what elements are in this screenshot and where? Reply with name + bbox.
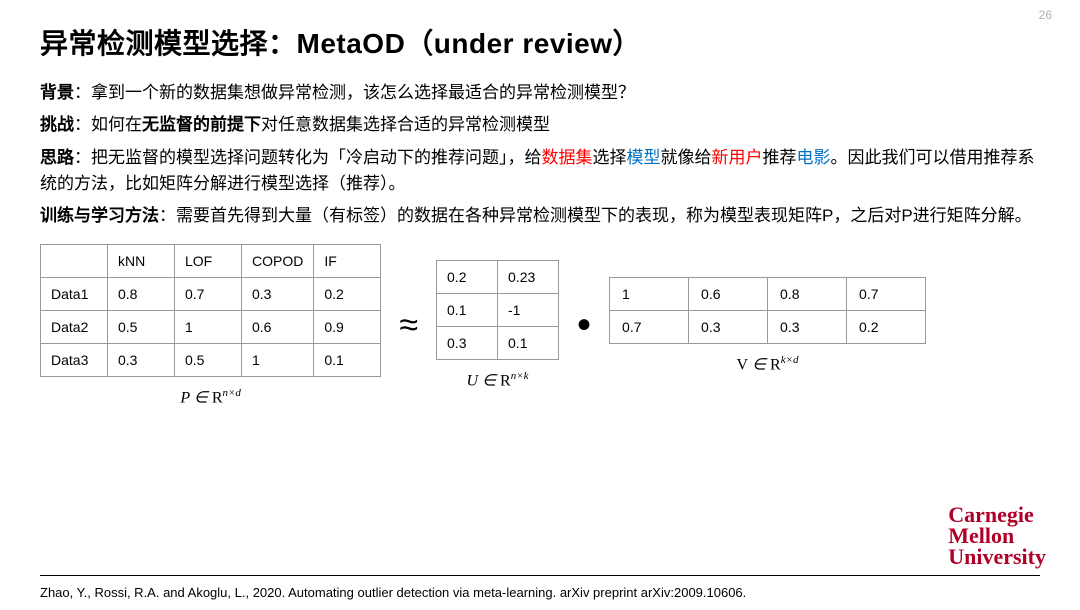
matrix-v-group: 1 0.6 0.8 0.7 0.7 0.3 0.3 0.2 V ∈ Rk×d <box>609 277 926 374</box>
slide-title: 异常检测模型选择：MetaOD（under review） <box>40 22 1040 62</box>
table-row: 0.7 0.3 0.3 0.2 <box>610 310 926 343</box>
cell: 0.9 <box>314 310 381 343</box>
table-row: 0.2 0.23 <box>437 261 559 294</box>
cell: 0.3 <box>242 277 314 310</box>
challenge-label: 挑战 <box>40 115 74 134</box>
cell: 0.8 <box>108 277 175 310</box>
cell: 1 <box>175 310 242 343</box>
divider <box>40 575 1040 576</box>
idea-line: 思路：把无监督的模型选择问题转化为「冷启动下的推荐问题」，给数据集选择模型就像给… <box>40 145 1040 198</box>
cap-var: P <box>180 389 189 406</box>
cell: COPOD <box>242 244 314 277</box>
matrix-u-group: 0.2 0.23 0.1 -1 0.3 0.1 U ∈ Rn×k <box>436 260 559 390</box>
matrix-p-group: kNN LOF COPOD IF Data1 0.8 0.7 0.3 0.2 D… <box>40 244 381 407</box>
idea-mid-3: 推荐 <box>763 148 797 167</box>
table-row: 0.3 0.1 <box>437 327 559 360</box>
challenge-line: 挑战：如何在无监督的前提下对任意数据集选择合适的异常检测模型 <box>40 112 1040 138</box>
idea-red-1: 数据集 <box>542 148 593 167</box>
cmu-logo: Carnegie Mellon University <box>948 505 1046 568</box>
challenge-post: 对任意数据集选择合适的异常检测模型 <box>261 115 550 134</box>
body-text: 背景：拿到一个新的数据集想做异常检测，该怎么选择最适合的异常检测模型？ 挑战：如… <box>40 80 1040 230</box>
matrix-v: 1 0.6 0.8 0.7 0.7 0.3 0.3 0.2 <box>609 277 926 344</box>
table-row: 0.1 -1 <box>437 294 559 327</box>
cell: 0.2 <box>437 261 498 294</box>
cell: LOF <box>175 244 242 277</box>
training-line: 训练与学习方法：需要首先得到大量（有标签）的数据在各种异常检测模型下的表现，称为… <box>40 203 1040 229</box>
cell: 0.1 <box>498 327 559 360</box>
challenge-bold: 无监督的前提下 <box>142 115 261 134</box>
cell: 1 <box>610 277 689 310</box>
cell: 0.3 <box>689 310 768 343</box>
cell: 0.7 <box>847 277 926 310</box>
cell <box>41 244 108 277</box>
background-text: ：拿到一个新的数据集想做异常检测，该怎么选择最适合的异常检测模型？ <box>74 83 635 102</box>
matrix-u-caption: U ∈ Rn×k <box>467 370 529 390</box>
cell: Data3 <box>41 343 108 376</box>
cell: 0.6 <box>242 310 314 343</box>
table-row: Data3 0.3 0.5 1 0.1 <box>41 343 381 376</box>
cap-var: V <box>737 356 749 373</box>
matrix-p-caption: P ∈ Rn×d <box>180 387 241 407</box>
table-row: 1 0.6 0.8 0.7 <box>610 277 926 310</box>
table-row: Data1 0.8 0.7 0.3 0.2 <box>41 277 381 310</box>
cell: 1 <box>242 343 314 376</box>
approx-symbol: ≈ <box>399 306 418 345</box>
cell: Data2 <box>41 310 108 343</box>
cell: kNN <box>108 244 175 277</box>
cap-sup: n×d <box>223 387 241 399</box>
page-number: 26 <box>1039 8 1052 22</box>
cell: 0.23 <box>498 261 559 294</box>
citation: Zhao, Y., Rossi, R.A. and Akoglu, L., 20… <box>40 585 746 600</box>
matrix-p: kNN LOF COPOD IF Data1 0.8 0.7 0.3 0.2 D… <box>40 244 381 377</box>
idea-blue-2: 电影 <box>797 148 831 167</box>
cell: 0.3 <box>768 310 847 343</box>
logo-line-3: University <box>948 547 1046 568</box>
cap-var: U <box>467 373 479 390</box>
cell: 0.1 <box>437 294 498 327</box>
table-row: kNN LOF COPOD IF <box>41 244 381 277</box>
background-line: 背景：拿到一个新的数据集想做异常检测，该怎么选择最适合的异常检测模型？ <box>40 80 1040 106</box>
idea-mid-1: 选择 <box>593 148 627 167</box>
equation-area: kNN LOF COPOD IF Data1 0.8 0.7 0.3 0.2 D… <box>40 244 1040 407</box>
cap-sup: k×d <box>781 354 799 366</box>
idea-mid-2: 就像给 <box>661 148 712 167</box>
training-text: ：需要首先得到大量（有标签）的数据在各种异常检测模型下的表现，称为模型表现矩阵P… <box>159 206 1032 225</box>
matrix-u: 0.2 0.23 0.1 -1 0.3 0.1 <box>436 260 559 360</box>
table-row: Data2 0.5 1 0.6 0.9 <box>41 310 381 343</box>
background-label: 背景 <box>40 83 74 102</box>
cell: 0.7 <box>610 310 689 343</box>
challenge-pre: ：如何在 <box>74 115 142 134</box>
cell: 0.7 <box>175 277 242 310</box>
cell: Data1 <box>41 277 108 310</box>
cell: 0.3 <box>437 327 498 360</box>
cell: 0.5 <box>108 310 175 343</box>
idea-red-2: 新用户 <box>712 148 763 167</box>
idea-label: 思路 <box>40 148 74 167</box>
cap-sup: n×k <box>511 370 529 382</box>
cell: IF <box>314 244 381 277</box>
slide: 26 异常检测模型选择：MetaOD（under review） 背景：拿到一个… <box>0 0 1080 610</box>
idea-pre: ：把无监督的模型选择问题转化为「冷启动下的推荐问题」，给 <box>74 148 542 167</box>
idea-blue-1: 模型 <box>627 148 661 167</box>
cell: 0.2 <box>314 277 381 310</box>
cell: 0.6 <box>689 277 768 310</box>
cell: 0.3 <box>108 343 175 376</box>
cell: 0.2 <box>847 310 926 343</box>
matrix-v-caption: V ∈ Rk×d <box>737 354 799 374</box>
cell: -1 <box>498 294 559 327</box>
training-label: 训练与学习方法 <box>40 206 159 225</box>
cell: 0.8 <box>768 277 847 310</box>
cell: 0.1 <box>314 343 381 376</box>
cell: 0.5 <box>175 343 242 376</box>
